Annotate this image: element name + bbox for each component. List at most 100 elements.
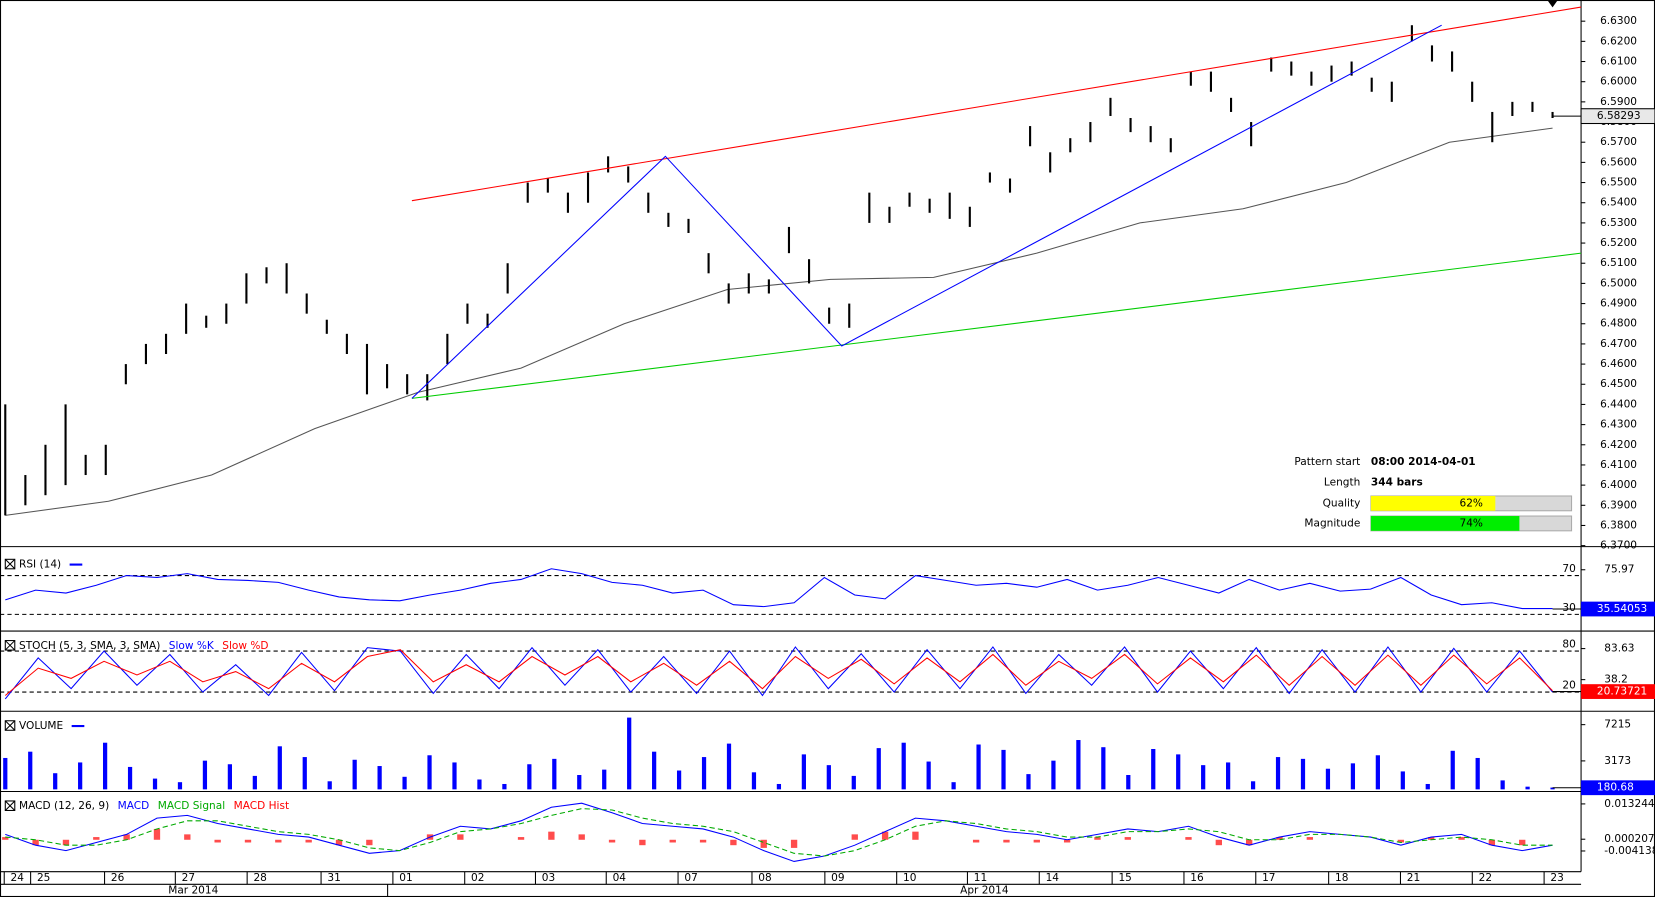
info-value: 08:00 2014-04-01 bbox=[1371, 456, 1476, 468]
panel-toggle-x bbox=[4, 800, 16, 811]
volume-bar bbox=[1300, 758, 1306, 790]
meter-fill bbox=[1370, 516, 1520, 531]
hist-bar bbox=[1397, 839, 1405, 843]
x-tick-label: 11 bbox=[974, 872, 987, 884]
volume-bar bbox=[1226, 762, 1231, 790]
hist-bar bbox=[730, 839, 737, 846]
legend-entry: Slow %D bbox=[222, 640, 268, 652]
hist-bar bbox=[1488, 839, 1496, 846]
y-tick-label: 83.63 bbox=[1604, 643, 1634, 655]
hist-bar bbox=[669, 839, 676, 843]
volume-bar bbox=[701, 757, 707, 790]
volume-bar bbox=[826, 765, 831, 790]
panel-toggle-x bbox=[4, 558, 16, 570]
indicator-line bbox=[5, 808, 1553, 857]
indicator-line bbox=[5, 568, 1553, 610]
x-tick-label: 10 bbox=[903, 872, 917, 884]
volume-bar bbox=[1051, 760, 1056, 790]
x-tick-label: 15 bbox=[1118, 872, 1131, 884]
hist-bar bbox=[548, 831, 555, 840]
hist-bar bbox=[275, 839, 282, 843]
volume-bar bbox=[976, 744, 981, 790]
volume-bar bbox=[676, 770, 682, 790]
y-tick-label: 6.3700 bbox=[1600, 540, 1637, 552]
info-label: Magnitude bbox=[1304, 517, 1360, 529]
x-tick-label: 26 bbox=[111, 872, 125, 884]
volume-bar bbox=[901, 742, 906, 790]
scroll-marker bbox=[1547, 0, 1558, 8]
x-tick-label: 24 bbox=[11, 872, 25, 884]
x-tick-label: 01 bbox=[399, 872, 412, 884]
volume-bar bbox=[1375, 755, 1380, 790]
x-tick-label: 08 bbox=[758, 872, 771, 884]
x-tick-label: 17 bbox=[1262, 872, 1275, 884]
x-tick-label: 04 bbox=[613, 872, 627, 884]
hist-bar bbox=[1094, 837, 1101, 840]
volume-bar bbox=[577, 775, 582, 790]
y-tick-label: 6.4300 bbox=[1600, 419, 1637, 431]
hist-bar bbox=[457, 834, 464, 840]
hist-bar bbox=[184, 834, 191, 840]
meter-fill bbox=[1370, 495, 1496, 511]
y-tick-label: 6.4100 bbox=[1600, 459, 1637, 471]
level-label: 70 bbox=[1562, 563, 1576, 575]
hist-bar bbox=[244, 839, 252, 843]
hist-bar bbox=[2, 837, 9, 840]
hist-bar bbox=[93, 837, 100, 840]
hist-bar bbox=[1063, 839, 1071, 843]
y-tick-label: 6.5100 bbox=[1600, 257, 1637, 269]
volume-bar bbox=[252, 775, 257, 790]
legend-entry: Slow %K bbox=[169, 640, 215, 652]
hist-bar bbox=[608, 839, 616, 843]
volume-bar bbox=[1250, 781, 1256, 790]
volume-bar bbox=[227, 764, 232, 790]
y-tick-label: 6.4600 bbox=[1600, 358, 1637, 370]
volume-bar bbox=[427, 755, 432, 790]
volume-bar bbox=[1450, 750, 1455, 790]
volume-bar bbox=[1350, 763, 1356, 790]
volume-bar bbox=[302, 757, 307, 790]
channel-upper bbox=[411, 6, 1582, 202]
volume-bar bbox=[502, 783, 507, 790]
volume-bar bbox=[1126, 775, 1131, 790]
current-box bbox=[1580, 108, 1655, 125]
volume-bar bbox=[726, 743, 732, 790]
indicator-line bbox=[4, 646, 1553, 700]
indicator-line bbox=[4, 649, 1553, 696]
x-tick-label: 09 bbox=[831, 872, 844, 884]
panel-title: MACD (12, 26, 9) bbox=[19, 800, 109, 812]
volume-bar bbox=[951, 782, 956, 790]
x-tick-label: 07 bbox=[684, 872, 697, 884]
hist-bar bbox=[1003, 839, 1010, 843]
hist-bar bbox=[1306, 837, 1314, 840]
current-label: 20.73721 bbox=[1597, 686, 1647, 698]
y-tick-label: 6.3800 bbox=[1600, 519, 1637, 531]
hist-bar bbox=[578, 834, 585, 840]
volume-bar bbox=[527, 764, 532, 790]
y-tick-label: 6.4700 bbox=[1600, 338, 1637, 350]
y-tick-label: 6.4200 bbox=[1600, 439, 1637, 451]
x-tick-label: 23 bbox=[1550, 872, 1563, 884]
hist-bar bbox=[790, 839, 798, 848]
volume-bar bbox=[1176, 754, 1181, 790]
legend-entry: MACD bbox=[118, 800, 150, 812]
hist-bar bbox=[1458, 837, 1465, 840]
legend-entry: MACD Signal bbox=[158, 800, 225, 812]
volume-bar bbox=[851, 775, 856, 790]
hist-bar bbox=[851, 834, 858, 840]
hist-bar bbox=[639, 839, 646, 846]
hist-bar bbox=[972, 839, 980, 843]
y-tick-label: 6.4000 bbox=[1600, 479, 1637, 491]
x-tick-label: 18 bbox=[1335, 872, 1348, 884]
hist-bar bbox=[123, 834, 130, 840]
hist-bar bbox=[1428, 837, 1435, 840]
volume-bar bbox=[202, 760, 208, 790]
hist-bar bbox=[1124, 837, 1131, 840]
volume-bar bbox=[751, 772, 757, 790]
volume-bar bbox=[28, 751, 33, 790]
level-label: 30 bbox=[1562, 602, 1576, 614]
hist-bar bbox=[881, 831, 889, 840]
volume-bar bbox=[1201, 765, 1206, 790]
volume-bar bbox=[402, 776, 407, 790]
